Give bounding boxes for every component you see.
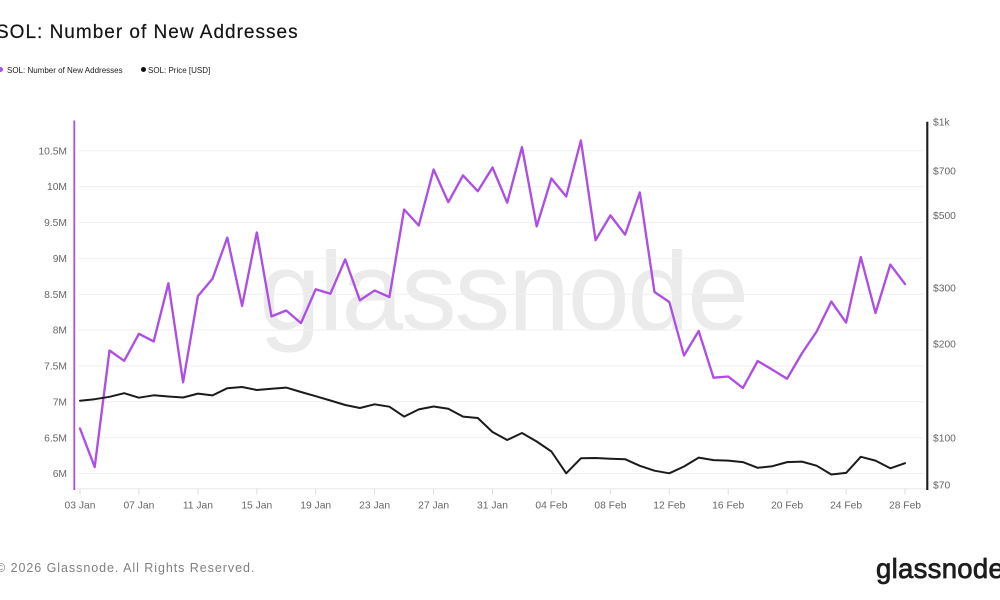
svg-text:27 Jan: 27 Jan [418, 501, 449, 512]
svg-text:24 Feb: 24 Feb [830, 501, 862, 512]
svg-text:08 Feb: 08 Feb [594, 501, 626, 512]
svg-text:31 Jan: 31 Jan [477, 501, 508, 512]
svg-text:10M: 10M [47, 182, 67, 193]
svg-text:7.5M: 7.5M [44, 362, 67, 373]
svg-text:$300: $300 [933, 284, 956, 295]
svg-text:$100: $100 [933, 434, 956, 445]
svg-text:11 Jan: 11 Jan [183, 501, 213, 512]
svg-text:$700: $700 [933, 167, 956, 178]
svg-text:9M: 9M [53, 254, 67, 265]
svg-text:23 Jan: 23 Jan [359, 501, 390, 512]
svg-text:07 Jan: 07 Jan [123, 501, 154, 512]
svg-text:9.5M: 9.5M [44, 218, 67, 229]
svg-text:7M: 7M [53, 397, 67, 408]
svg-text:$500: $500 [933, 211, 956, 222]
svg-text:28 Feb: 28 Feb [889, 501, 921, 512]
svg-text:04 Feb: 04 Feb [535, 501, 567, 512]
svg-text:16 Feb: 16 Feb [712, 501, 744, 512]
svg-text:03 Jan: 03 Jan [65, 501, 96, 512]
svg-text:$200: $200 [933, 340, 956, 351]
svg-text:6.5M: 6.5M [44, 433, 67, 444]
svg-text:8.5M: 8.5M [44, 290, 67, 301]
svg-text:$70: $70 [933, 481, 950, 492]
svg-text:10.5M: 10.5M [38, 146, 67, 157]
svg-text:12 Feb: 12 Feb [653, 501, 685, 512]
svg-text:20 Feb: 20 Feb [771, 501, 803, 512]
svg-text:glassnode: glassnode [259, 230, 747, 354]
svg-text:6M: 6M [53, 469, 67, 480]
svg-text:8M: 8M [53, 326, 67, 337]
svg-text:15 Jan: 15 Jan [241, 501, 272, 512]
svg-text:$1k: $1k [933, 117, 950, 128]
svg-text:19 Jan: 19 Jan [300, 501, 331, 512]
